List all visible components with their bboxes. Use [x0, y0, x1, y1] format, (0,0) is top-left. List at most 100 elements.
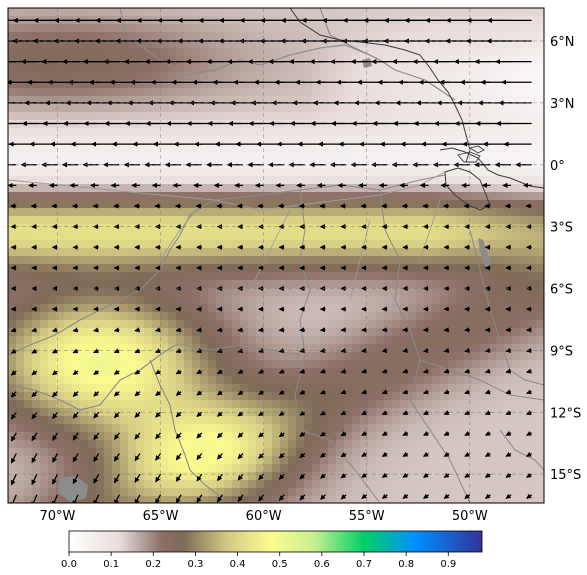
field-cell — [248, 104, 257, 113]
field-cell — [192, 352, 201, 361]
field-cell — [248, 416, 257, 425]
field-cell — [280, 120, 289, 129]
field-cell — [24, 184, 33, 193]
field-cell — [240, 440, 249, 449]
field-cell — [408, 56, 417, 65]
field-cell — [232, 152, 241, 161]
field-cell — [232, 352, 241, 361]
wind-vector — [196, 473, 203, 482]
wind-vector — [464, 368, 470, 374]
field-cell — [208, 56, 217, 65]
field-cell — [40, 464, 49, 473]
field-cell — [56, 216, 65, 225]
field-cell — [256, 168, 265, 177]
field-cell — [536, 48, 544, 57]
field-cell — [496, 168, 505, 177]
field-cell — [360, 352, 369, 361]
field-cell — [224, 144, 233, 153]
field-cell — [160, 96, 169, 105]
field-cell — [224, 200, 233, 209]
field-cell — [416, 432, 425, 441]
field-cell — [416, 32, 425, 41]
field-cell — [88, 192, 97, 201]
field-cell — [392, 40, 401, 49]
field-cell — [496, 304, 505, 313]
field-cell — [360, 272, 369, 281]
field-cell — [248, 232, 257, 241]
field-cell — [416, 224, 425, 233]
field-cell — [88, 392, 97, 401]
field-cell — [112, 232, 121, 241]
field-cell — [32, 120, 41, 129]
field-cell — [408, 496, 417, 503]
wind-vector — [31, 494, 38, 503]
field-cell — [144, 112, 153, 121]
field-cell — [344, 168, 353, 177]
field-cell — [432, 416, 441, 425]
field-cell — [120, 304, 129, 313]
field-cell — [536, 392, 544, 401]
field-cell — [176, 480, 185, 489]
field-cell — [144, 416, 153, 425]
field-cell — [160, 88, 169, 97]
field-cell — [344, 56, 353, 65]
field-cell — [192, 224, 201, 233]
field-cell — [344, 384, 353, 393]
field-cell — [304, 64, 313, 73]
field-cell — [400, 304, 409, 313]
field-cell — [440, 400, 449, 409]
field-cell — [472, 280, 481, 289]
field-cell — [408, 64, 417, 73]
longitude-label: 70°W — [40, 509, 76, 524]
field-cell — [368, 200, 377, 209]
field-cell — [424, 384, 433, 393]
field-cell — [304, 328, 313, 337]
field-cell — [352, 296, 361, 305]
field-cell — [384, 344, 393, 353]
field-cell — [504, 112, 513, 121]
field-cell — [136, 288, 145, 297]
field-cell — [360, 144, 369, 153]
field-cell — [448, 360, 457, 369]
field-cell — [200, 40, 209, 49]
field-cell — [536, 352, 544, 361]
field-cell — [160, 328, 169, 337]
field-cell — [160, 384, 169, 393]
field-cell — [240, 8, 249, 17]
field-cell — [168, 48, 177, 57]
field-cell — [208, 192, 217, 201]
field-cell — [40, 216, 49, 225]
field-cell — [48, 216, 57, 225]
field-cell — [24, 264, 33, 273]
field-cell — [272, 112, 281, 121]
field-cell — [200, 32, 209, 41]
field-cell — [104, 344, 113, 353]
field-cell — [528, 480, 537, 489]
field-cell — [104, 264, 113, 273]
latitude-label: 6°N — [550, 35, 575, 50]
field-cell — [264, 128, 273, 137]
field-cell — [216, 192, 225, 201]
field-cell — [312, 168, 321, 177]
field-cell — [496, 80, 505, 89]
latitude-label: 6°S — [550, 283, 573, 298]
field-cell — [480, 464, 489, 473]
field-cell — [408, 376, 417, 385]
field-cell — [392, 192, 401, 201]
field-cell — [72, 384, 81, 393]
wind-vector — [526, 472, 532, 478]
field-cell — [48, 480, 57, 489]
field-cell — [344, 232, 353, 241]
field-cell — [8, 304, 17, 313]
field-cell — [304, 152, 313, 161]
field-cell — [216, 400, 225, 409]
field-cell — [104, 336, 113, 345]
field-cell — [128, 416, 137, 425]
field-cell — [360, 360, 369, 369]
field-cell — [224, 296, 233, 305]
field-cell — [368, 280, 377, 289]
field-cell — [144, 24, 153, 33]
field-cell — [176, 248, 185, 257]
field-cell — [488, 424, 497, 433]
field-cell — [400, 416, 409, 425]
